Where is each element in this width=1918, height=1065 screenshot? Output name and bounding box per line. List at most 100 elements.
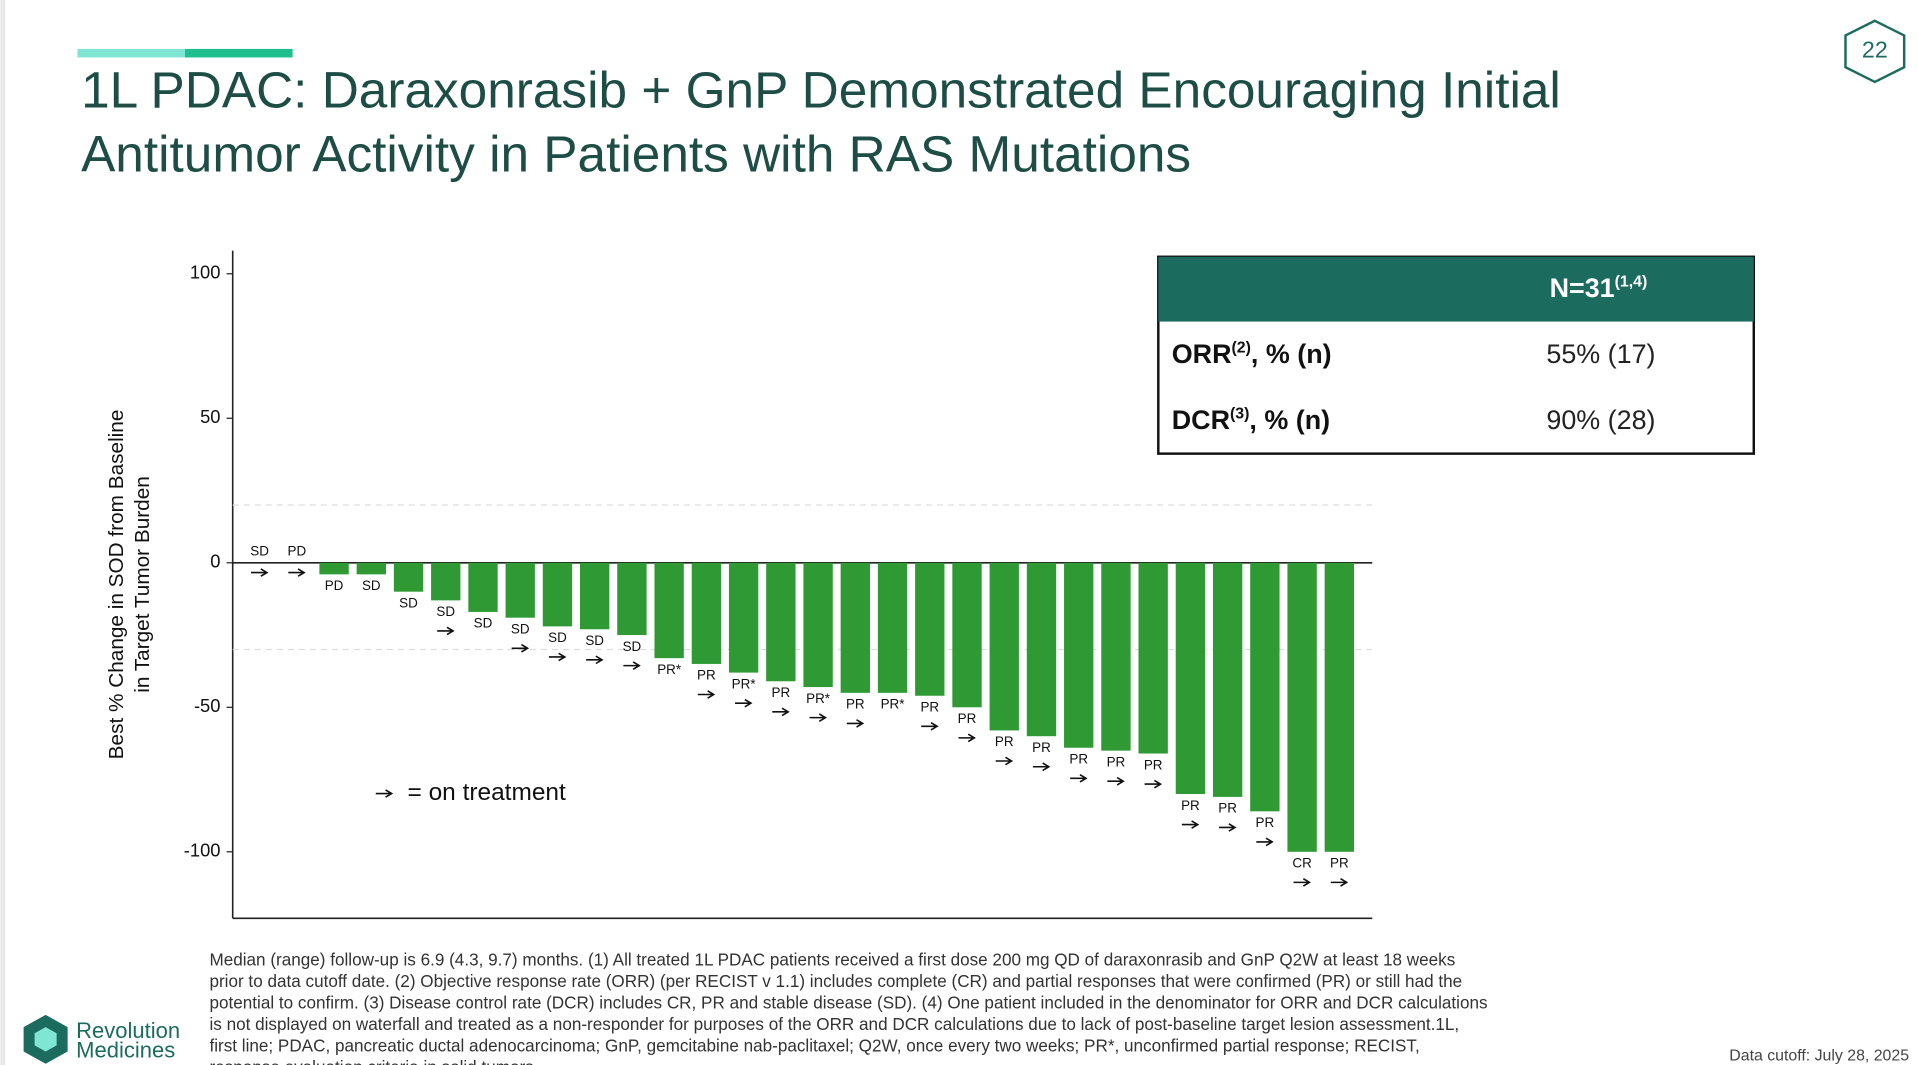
on-treatment-arrow — [1219, 823, 1237, 832]
bar-label: PR* — [881, 697, 906, 712]
y-axis-label: in Target Tumor Burden — [131, 476, 154, 693]
bar-label: PR — [846, 697, 865, 712]
on-treatment-arrow — [735, 698, 753, 708]
bar-label: PR* — [732, 676, 757, 691]
sup: (2) — [1232, 340, 1251, 357]
bar-label: PR — [1256, 815, 1275, 830]
bar-label: SD — [399, 595, 418, 610]
bar — [1101, 562, 1131, 751]
bar — [1026, 562, 1057, 737]
row-value: 55% (17) — [1546, 339, 1655, 369]
bar-label: PR — [1218, 801, 1237, 816]
on-treatment-arrow — [1256, 837, 1274, 847]
row-label: ORR(2), % (n) — [1172, 339, 1332, 369]
footnote-line: is not displayed on waterfall and treate… — [209, 1015, 1459, 1034]
footnote-line: prior to data cutoff date. (2) Objective… — [209, 972, 1462, 991]
bar-label: PD — [287, 543, 306, 558]
on-treatment-arrow — [921, 721, 939, 731]
bar — [1212, 562, 1243, 797]
on-treatment-arrow — [511, 643, 530, 653]
logo-mark — [34, 1027, 57, 1052]
on-treatment-arrow — [548, 652, 567, 662]
bar-label: PR — [920, 700, 939, 715]
on-treatment-arrow — [995, 756, 1014, 766]
bar — [1250, 562, 1280, 812]
title: Antitumor Activity in Patients with RAS … — [81, 125, 1191, 182]
bar — [654, 562, 684, 659]
bar — [617, 562, 647, 636]
on-treatment-arrow — [1070, 773, 1088, 783]
bar-label: SD — [474, 616, 493, 631]
legend-text: = on treatment — [408, 779, 566, 806]
y-tick-label: 50 — [200, 406, 220, 427]
on-treatment-arrow — [288, 568, 306, 577]
page-number: 22 — [1862, 36, 1888, 62]
on-treatment-arrow — [1330, 878, 1349, 887]
y-tick-label: 0 — [210, 551, 220, 572]
logo-text: Medicines — [76, 1037, 175, 1062]
on-treatment-arrow — [586, 655, 604, 665]
on-treatment-arrow — [375, 789, 394, 798]
accent-bar — [185, 48, 293, 58]
on-treatment-arrow — [958, 733, 976, 743]
bar-label: SD — [362, 578, 381, 593]
bar — [431, 562, 461, 601]
sup: (3) — [1230, 406, 1249, 423]
bar-label: PR — [697, 668, 716, 683]
bar — [356, 562, 386, 575]
bar-label: PD — [325, 578, 344, 593]
on-treatment-arrow — [846, 719, 865, 728]
suffix: , % (n) — [1251, 339, 1332, 369]
title: 1L PDAC: Daraxonrasib + GnP Demonstrated… — [81, 62, 1561, 119]
page-badge — [1844, 19, 1906, 84]
chart: -100 -50 0 50 100 Best % Change in SOD from B… — [105, 250, 1373, 920]
bar-label: PR — [772, 685, 791, 700]
row-value: 90% (28) — [1546, 405, 1655, 435]
y-axis-label: Best % Change in SOD from Baseline — [105, 410, 128, 760]
bar — [1324, 562, 1355, 852]
bar — [728, 562, 759, 673]
on-treatment-arrow — [251, 568, 269, 577]
footnote: Median (range) follow-up is 6.9 (4.3, 9.… — [209, 951, 1487, 1065]
bar-label: PR* — [806, 691, 831, 706]
on-treatment-arrow — [1032, 762, 1051, 772]
on-treatment-arrow — [623, 661, 641, 670]
bar — [1138, 562, 1168, 754]
footnote-line: first line; PDAC, pancreatic ductal aden… — [209, 1037, 1419, 1056]
y-tick-label: -100 — [184, 840, 221, 861]
bar — [319, 562, 349, 575]
table-header-text: N=31(1,4) — [1550, 273, 1648, 303]
bar — [580, 562, 610, 630]
sup: (1,4) — [1615, 274, 1648, 291]
footnote-line: Median (range) follow-up is 6.9 (4.3, 9.… — [209, 951, 1455, 970]
bar — [952, 562, 982, 708]
logo-text: Revolution — [76, 1018, 180, 1043]
bar — [989, 562, 1019, 731]
bar-label: SD — [436, 604, 455, 619]
edge — [0, 0, 6, 1065]
bar — [1287, 562, 1317, 852]
bar — [691, 562, 722, 664]
bar-label: PR — [995, 734, 1014, 749]
footnote-line: response evaluation criteria in solid tu… — [209, 1058, 533, 1065]
bar — [542, 562, 573, 627]
bar-label: PR — [1107, 754, 1126, 769]
y-tick-label: -50 — [194, 695, 221, 716]
on-treatment-arrow — [772, 707, 790, 717]
on-treatment-arrow — [437, 626, 455, 636]
bar-label: SD — [511, 621, 530, 636]
bar-label: SD — [585, 633, 604, 648]
bar-label: PR — [1144, 757, 1163, 772]
label: DCR — [1172, 405, 1230, 435]
label: ORR — [1172, 339, 1232, 369]
bar — [393, 562, 424, 592]
bar — [1064, 562, 1094, 748]
accent-bar — [77, 48, 186, 58]
bar — [1175, 562, 1206, 794]
bar-label: PR — [1181, 798, 1200, 813]
suffix: , % (n) — [1249, 405, 1330, 435]
table-rows: ORR(2), % (n) 55% (17)DCR(3), % (n) 90% (2… — [1172, 339, 1656, 435]
row-label: DCR(3), % (n) — [1172, 405, 1330, 435]
